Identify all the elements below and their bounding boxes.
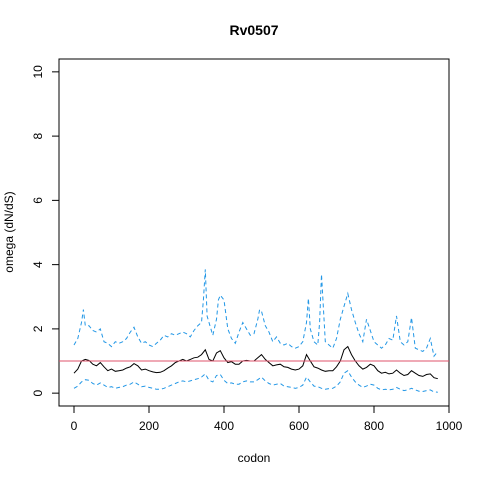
x-tick-label: 200 xyxy=(139,419,159,433)
x-tick-label: 800 xyxy=(364,419,384,433)
ci-series-line-1 xyxy=(73,269,439,358)
y-tick-label: 4 xyxy=(31,261,45,268)
mean-series-line-0 xyxy=(73,345,438,380)
y-axis: 0 2 4 6 8 10 xyxy=(31,65,60,396)
x-tick-label: 600 xyxy=(289,419,309,433)
ci-series-line-2 xyxy=(73,369,438,393)
x-tick-label: 0 xyxy=(71,419,78,433)
chart-title: Rv0507 xyxy=(229,22,278,38)
y-tick-label: 6 xyxy=(31,197,45,204)
x-axis-label: codon xyxy=(238,451,271,465)
y-tick-label: 8 xyxy=(31,132,45,139)
plot-frame xyxy=(58,58,450,407)
y-tick-label: 2 xyxy=(31,325,45,332)
x-axis: 0 200 400 600 800 1000 xyxy=(71,405,463,433)
x-tick-label: 400 xyxy=(214,419,234,433)
y-axis-label: omega (dN/dS) xyxy=(2,191,16,272)
y-tick-label: 10 xyxy=(31,65,45,79)
y-tick-label: 0 xyxy=(31,389,45,396)
x-tick-label: 1000 xyxy=(436,419,463,433)
series-group xyxy=(59,269,449,393)
